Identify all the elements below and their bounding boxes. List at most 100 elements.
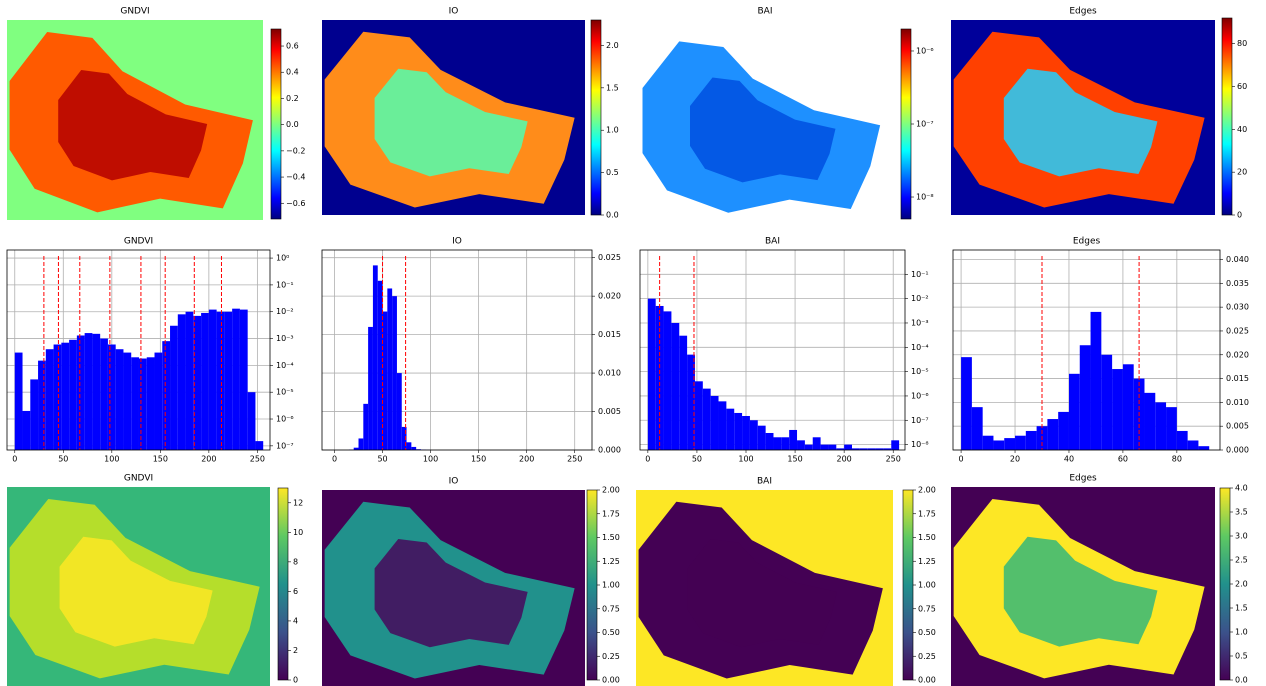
colorbar-tick-label: 0.50 (602, 628, 620, 637)
colorbar-tick-label: 0.2 (286, 94, 299, 103)
histogram-bar (178, 314, 186, 450)
histogram-bar (407, 442, 412, 450)
histogram-bar (711, 396, 719, 450)
y-tick-label: 0.030 (1226, 303, 1249, 312)
histogram-bar (891, 440, 899, 450)
y-tick-label: 10⁰ (276, 254, 289, 263)
x-tick-label: 200 (519, 455, 534, 464)
histogram-bar (139, 359, 147, 450)
y-tick-label: 10⁻² (911, 294, 929, 303)
colorbar-tick-label: 40 (1237, 125, 1247, 134)
x-tick-label: 250 (250, 455, 265, 464)
histogram-bar (1004, 438, 1015, 450)
histogram-bar (224, 312, 232, 450)
histogram-bar (201, 313, 209, 450)
colorbar-tick-label: 0.5 (1235, 652, 1248, 661)
colorbar-tick-label: 10⁻⁷ (916, 120, 934, 129)
y-tick-label: 0.010 (598, 369, 621, 378)
histogram-bar (726, 409, 734, 450)
colorbar-tick-label: 1.00 (918, 581, 936, 590)
histogram-bar (1112, 369, 1123, 450)
x-tick-label: 250 (886, 455, 901, 464)
colorbar-tick-label: 0.25 (602, 652, 620, 661)
histogram-bar (359, 438, 364, 450)
colorbar-tick-label: 0.25 (918, 652, 936, 661)
y-tick-label: 0.000 (1226, 446, 1249, 455)
histogram-bar (734, 413, 742, 450)
histogram-bar (147, 357, 155, 450)
histogram-bar (209, 310, 217, 450)
colorbar-tick-label: 1.50 (918, 533, 936, 542)
panel-title: IO (449, 7, 459, 17)
histogram-bar (993, 440, 1004, 450)
histogram-bar (116, 349, 124, 450)
y-tick-label: 0.005 (1226, 422, 1249, 431)
y-tick-label: 10⁻⁴ (911, 343, 929, 352)
histogram-bar (679, 336, 687, 450)
colorbar-tick-label: 0.00 (918, 676, 936, 685)
histogram-bar (972, 407, 983, 450)
y-tick-label: 0.040 (1226, 255, 1249, 264)
panel-title: Edges (1069, 474, 1097, 484)
colorbar (1220, 488, 1230, 680)
histogram-bar (1058, 412, 1069, 450)
colorbar (903, 490, 913, 680)
colorbar-tick-label: 4.0 (1235, 484, 1248, 493)
colorbar-tick-label: 2.0 (1235, 580, 1248, 589)
histogram-bar (773, 437, 781, 450)
colorbar-tick-label: 0.0 (606, 211, 619, 220)
histogram-bar (85, 333, 93, 450)
colorbar-tick-label: 12 (293, 498, 303, 507)
panel-title: IO (449, 477, 459, 487)
x-tick-label: 40 (1064, 455, 1074, 464)
colorbar-tick-label: 0.6 (286, 42, 299, 51)
histogram-bar (23, 411, 31, 450)
histogram-bar (392, 296, 397, 450)
histogram-bar (255, 441, 263, 450)
histogram-bar (155, 353, 163, 450)
colorbar (587, 490, 597, 680)
histogram-bar (15, 353, 23, 450)
panel-title: IO (452, 237, 462, 247)
colorbar-tick-label: 10⁻⁶ (916, 46, 934, 55)
y-tick-label: 0.020 (598, 292, 621, 301)
x-tick-label: 80 (1172, 455, 1182, 464)
x-tick-label: 100 (738, 455, 753, 464)
x-tick-label: 100 (423, 455, 438, 464)
colorbar (901, 29, 911, 219)
y-tick-label: 10⁻¹ (276, 280, 294, 289)
colorbar-tick-label: 2.5 (1235, 556, 1248, 565)
histogram-bar (248, 392, 256, 450)
y-tick-label: 10⁻⁴ (276, 361, 294, 370)
x-tick-label: 0 (645, 455, 650, 464)
histogram-bar (797, 440, 805, 450)
histogram-bar (961, 357, 972, 450)
histogram-bar (1026, 431, 1037, 450)
panel-title: GNDVI (124, 474, 153, 484)
histogram-bar (46, 349, 54, 450)
colorbar-tick-label: 1.75 (602, 509, 620, 518)
colorbar-tick-label: 0.75 (602, 604, 620, 613)
y-tick-label: 10⁻¹ (911, 270, 929, 279)
panel-title: BAI (765, 237, 780, 247)
histogram-bar (789, 430, 797, 450)
x-tick-label: 50 (58, 455, 68, 464)
colorbar-tick-label: 1.25 (918, 557, 936, 566)
panel-title: GNDVI (124, 237, 153, 247)
histogram-bar (363, 404, 368, 450)
panel-title: BAI (757, 477, 772, 487)
y-tick-label: 0.015 (1226, 374, 1249, 383)
panel-title: BAI (758, 7, 773, 17)
colorbar-tick-label: 0 (293, 676, 298, 685)
colorbar-tick-label: 4 (293, 616, 298, 625)
colorbar-tick-label: 6 (293, 587, 298, 596)
axes-frame (322, 250, 592, 450)
x-tick-label: 50 (377, 455, 387, 464)
histogram-bar (1155, 402, 1166, 450)
y-tick-label: 10⁻³ (276, 334, 294, 343)
colorbar-tick-label: 1.00 (602, 581, 620, 590)
x-tick-label: 250 (567, 455, 582, 464)
colorbar-tick-label: 0 (1237, 211, 1242, 220)
histogram-bar (69, 340, 77, 450)
histogram-bar (387, 288, 392, 450)
